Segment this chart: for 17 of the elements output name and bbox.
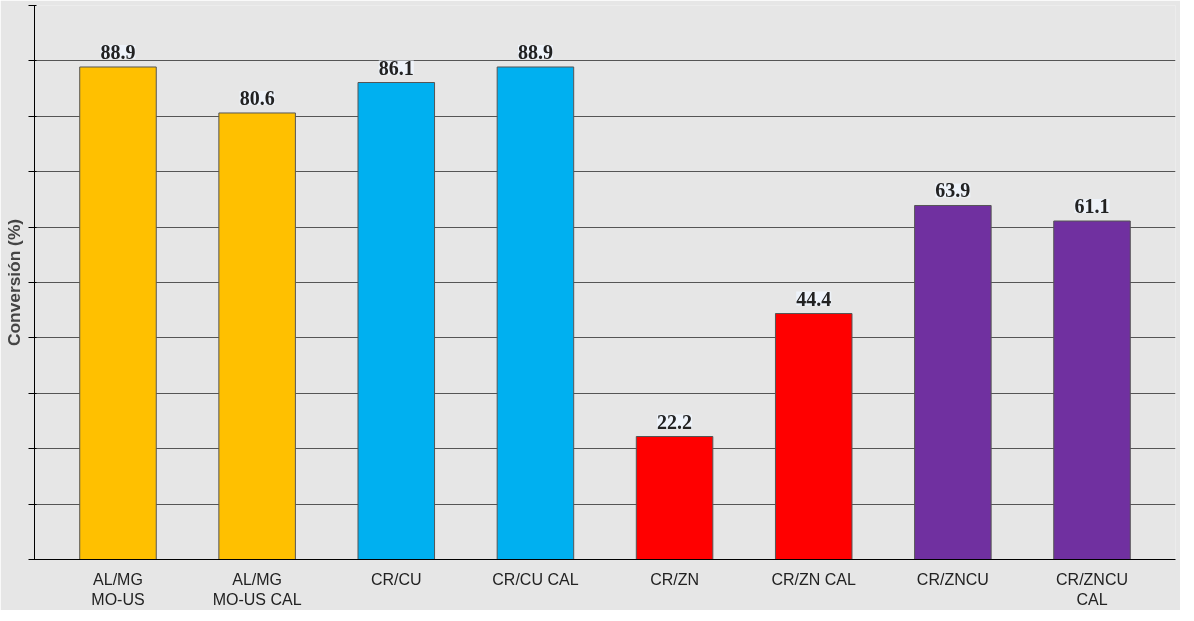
data-label: 86.1	[378, 56, 414, 79]
x-tick-label: AL/MG MO-US CAL	[212, 570, 302, 608]
data-label: 44.4	[796, 287, 832, 310]
x-tick-label: CR/ZN CAL	[771, 570, 857, 588]
x-tick-label: CR/CU CAL	[492, 570, 579, 588]
data-label: 22.2	[657, 410, 693, 433]
data-label: 80.6	[239, 86, 275, 109]
data-label: 88.9	[517, 40, 553, 63]
x-tick-label: CR/ZNCU	[916, 570, 989, 588]
y-axis-title: Conversión (%)	[3, 218, 24, 347]
x-tick-label: CR/CU	[370, 570, 422, 588]
x-tick-label: CR/ZN	[650, 570, 700, 588]
data-label: 61.1	[1074, 195, 1110, 218]
x-tick-label: CR/ZNCU CAL	[1056, 570, 1129, 608]
data-label: 63.9	[935, 179, 971, 202]
x-tick-label: AL/MG MO-US	[91, 570, 145, 608]
data-label: 88.9	[100, 40, 136, 63]
